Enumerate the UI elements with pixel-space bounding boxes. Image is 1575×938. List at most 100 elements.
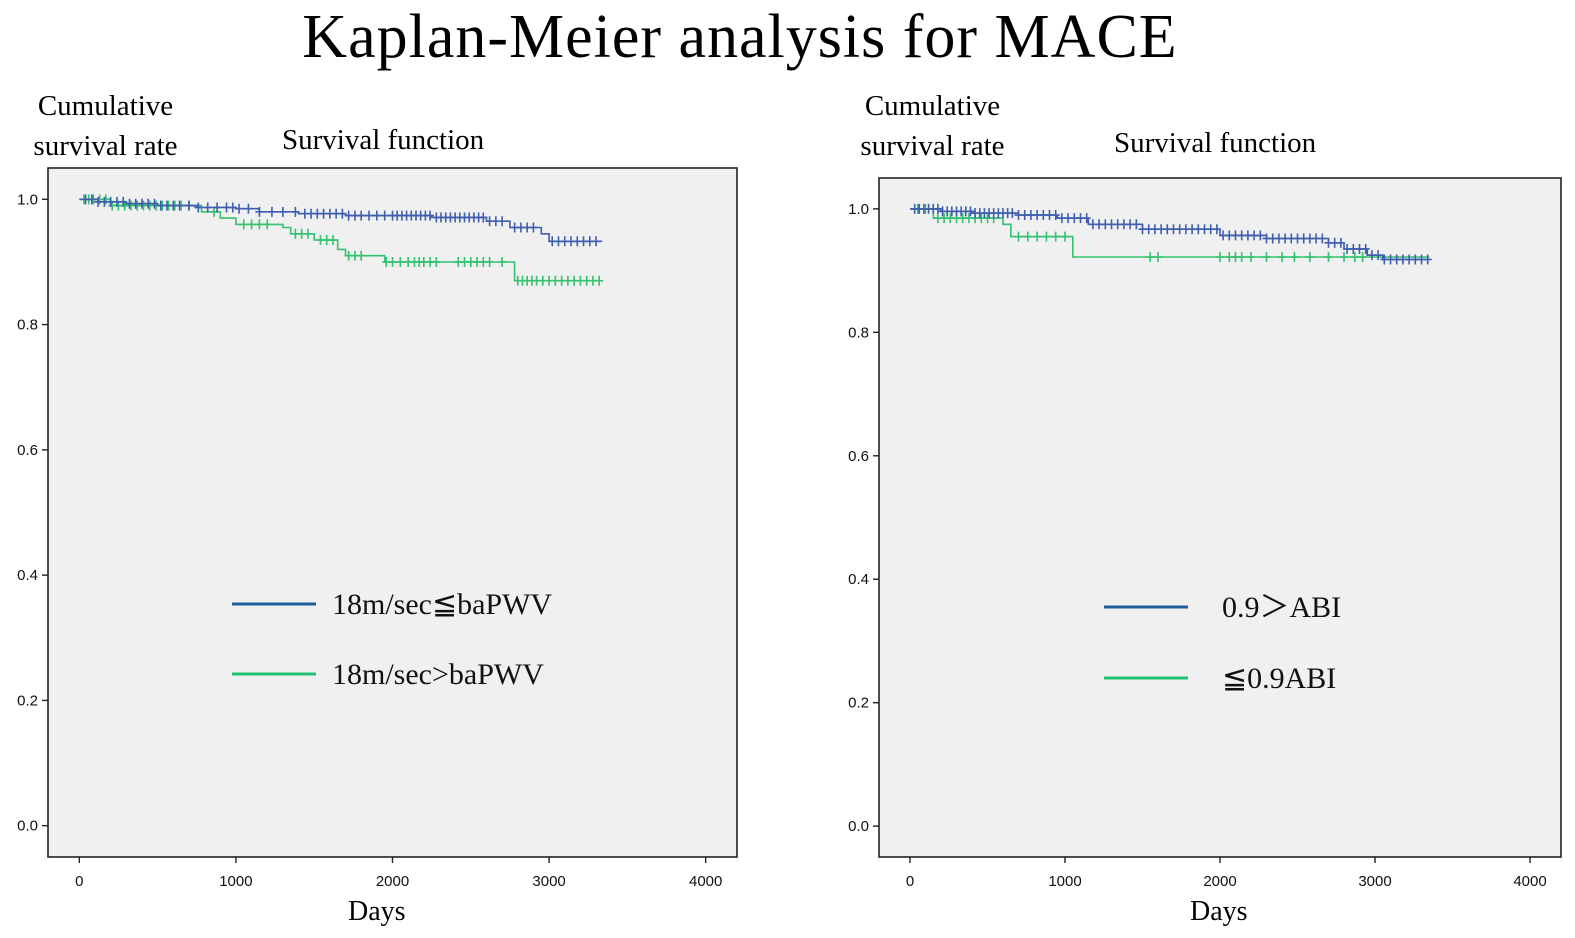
censor-mark bbox=[1423, 254, 1432, 265]
y-tick-label: 1.0 bbox=[17, 191, 38, 208]
censor-mark bbox=[1358, 252, 1367, 263]
censor-mark bbox=[1361, 243, 1370, 254]
y-tick-label: 0.4 bbox=[848, 571, 869, 588]
censor-mark bbox=[1014, 231, 1023, 242]
censor-mark bbox=[1237, 252, 1246, 263]
x-tick-label: 0 bbox=[906, 873, 914, 890]
censor-mark bbox=[1256, 230, 1265, 241]
censor-mark bbox=[213, 202, 222, 213]
censor-mark bbox=[203, 202, 212, 213]
censor-mark bbox=[372, 210, 381, 221]
censor-mark bbox=[247, 219, 256, 230]
censor-mark bbox=[1051, 210, 1060, 221]
censor-mark bbox=[1262, 252, 1271, 263]
censor-mark bbox=[194, 202, 203, 213]
x-tick-label: 1000 bbox=[219, 873, 252, 890]
y-tick-label: 0.2 bbox=[17, 692, 38, 709]
y-tick-label: 0.8 bbox=[848, 324, 869, 341]
censor-mark bbox=[1082, 213, 1091, 224]
censor-mark bbox=[432, 256, 441, 267]
censor-mark bbox=[87, 194, 96, 205]
censor-mark bbox=[1290, 252, 1299, 263]
censor-mark bbox=[303, 228, 312, 239]
censor-mark bbox=[1051, 231, 1060, 242]
chart-panel-left: 0 1000 2000 3000 4000 0.0 0.2 0.4 0.6 0.8 1.0 18m/s… bbox=[17, 167, 738, 890]
x-tick-label: 0 bbox=[75, 873, 83, 890]
censor-mark bbox=[1212, 224, 1221, 235]
censor-mark bbox=[1008, 208, 1017, 219]
censor-mark bbox=[357, 210, 366, 221]
censor-mark bbox=[365, 210, 374, 221]
legend-label: ≦0.9ABI bbox=[1222, 662, 1336, 695]
censor-mark bbox=[255, 206, 264, 217]
censor-mark bbox=[150, 198, 159, 209]
chart-panel-right: 0 1000 2000 3000 4000 0.0 0.2 0.4 0.6 0.8 1.0 0.9＞A… bbox=[848, 177, 1562, 890]
plot-area bbox=[878, 177, 1562, 858]
censor-mark bbox=[328, 235, 337, 246]
y-axis-label-line-1: Cumulative bbox=[864, 90, 1001, 122]
censor-mark bbox=[592, 236, 601, 247]
x-tick-label: 4000 bbox=[689, 873, 722, 890]
plot-area bbox=[47, 167, 738, 858]
censor-mark bbox=[396, 256, 405, 267]
legend-label: 18m/sec>baPWV bbox=[332, 658, 544, 691]
censor-mark bbox=[1324, 252, 1333, 263]
y-tick-label: 0.6 bbox=[17, 442, 38, 459]
x-tick-label: 3000 bbox=[1358, 873, 1391, 890]
censor-mark bbox=[184, 200, 193, 211]
censor-mark bbox=[1146, 252, 1155, 263]
censor-mark bbox=[244, 203, 253, 214]
censor-mark bbox=[388, 256, 397, 267]
censor-mark bbox=[485, 256, 494, 267]
y-tick-label: 1.0 bbox=[848, 201, 869, 218]
survival-curve bbox=[79, 198, 603, 282]
censor-mark bbox=[1042, 231, 1051, 242]
series-0 bbox=[910, 203, 1432, 265]
censor-mark bbox=[966, 206, 975, 217]
censor-mark bbox=[175, 200, 184, 211]
censor-mark bbox=[263, 219, 272, 230]
y-tick-label: 0.0 bbox=[848, 818, 869, 835]
y-tick-label: 0.8 bbox=[17, 317, 38, 334]
censor-mark bbox=[426, 210, 435, 221]
censor-mark bbox=[1061, 231, 1069, 242]
x-tick-label: 3000 bbox=[532, 873, 565, 890]
censor-mark bbox=[498, 256, 507, 267]
x-tick-label: 2000 bbox=[376, 873, 409, 890]
x-axis-label-left: Days bbox=[348, 896, 406, 927]
chart-subtitle-right: Survival function bbox=[1114, 127, 1317, 159]
censor-mark bbox=[1340, 252, 1348, 263]
y-axis-label-line-2: survival rate bbox=[860, 130, 1005, 162]
censor-mark bbox=[595, 275, 604, 286]
censor-mark bbox=[1154, 252, 1162, 263]
censor-mark bbox=[1350, 252, 1359, 263]
censor-mark bbox=[1033, 231, 1042, 242]
censor-mark bbox=[1336, 237, 1345, 248]
censor-mark bbox=[291, 206, 300, 217]
censor-mark bbox=[498, 216, 507, 227]
censor-mark bbox=[1374, 250, 1383, 261]
legend-label: 18m/sec≦baPWV bbox=[332, 588, 552, 621]
x-axis-label-right: Days bbox=[1190, 896, 1248, 927]
censor-mark bbox=[1247, 252, 1255, 263]
censor-mark bbox=[933, 203, 942, 214]
censor-mark bbox=[1023, 231, 1032, 242]
x-tick-label: 4000 bbox=[1513, 873, 1546, 890]
censor-mark bbox=[1318, 233, 1327, 244]
chart-subtitle-left: Survival function bbox=[282, 124, 485, 156]
censor-mark bbox=[1132, 219, 1141, 230]
y-axis-label-line-2: survival rate bbox=[33, 130, 178, 162]
censor-mark bbox=[119, 196, 128, 207]
censor-mark bbox=[338, 208, 347, 219]
censor-mark bbox=[228, 202, 237, 213]
legend-label: 0.9＞ABI bbox=[1222, 591, 1341, 624]
y-tick-label: 0.0 bbox=[17, 818, 38, 835]
main-title: Kaplan-Meier analysis for MACE bbox=[302, 3, 1178, 71]
series-0 bbox=[79, 194, 603, 247]
censor-mark bbox=[1305, 252, 1314, 263]
x-tick-label: 2000 bbox=[1203, 873, 1236, 890]
censor-mark bbox=[1216, 252, 1224, 263]
y-axis-label-left: Cumulative survival rate bbox=[18, 86, 193, 166]
censor-mark bbox=[267, 206, 276, 217]
